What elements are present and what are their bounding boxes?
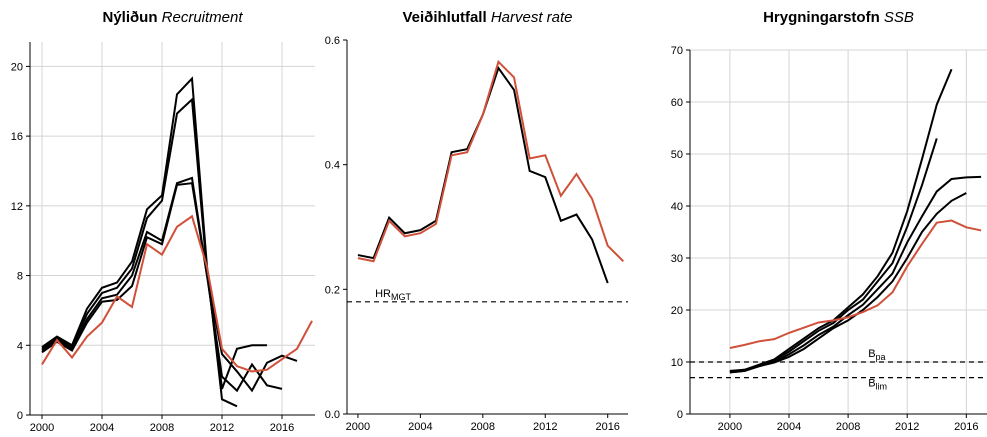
- series-line: [357, 65, 609, 284]
- title-sub: SSB: [884, 9, 914, 26]
- y-tick-label: 30: [671, 253, 683, 265]
- series-line: [41, 182, 298, 393]
- series-line: [729, 192, 967, 374]
- x-tick-label: 2016: [270, 422, 294, 434]
- chart-title: Veiðihlutfall Harvest rate: [402, 9, 572, 26]
- series-line: [729, 219, 982, 349]
- x-tick-label: 2000: [30, 422, 54, 434]
- y-tick-label: 0: [677, 409, 683, 421]
- y-tick-label: 8: [17, 271, 23, 283]
- series-line: [41, 214, 313, 373]
- title-sub: Recruitment: [162, 9, 244, 26]
- chart-title: Hrygningarstofn SSB: [763, 9, 914, 26]
- y-tick-label: 0.2: [325, 284, 340, 296]
- y-tick-label: 0.6: [325, 35, 340, 47]
- reference-label-main: HR: [375, 288, 391, 300]
- y-tick-label: 0.4: [325, 160, 340, 172]
- y-tick-label: 70: [671, 45, 683, 57]
- reference-label: Bpa: [868, 348, 885, 362]
- y-tick-label: 16: [11, 131, 23, 143]
- reference-label-main: B: [868, 348, 875, 360]
- title-sub: Harvest rate: [491, 9, 573, 26]
- series-line: [41, 97, 267, 390]
- series-line: [729, 68, 953, 373]
- x-tick-label: 2004: [408, 421, 432, 433]
- y-tick-label: 20: [671, 305, 683, 317]
- x-tick-label: 2012: [533, 421, 557, 433]
- series-line: [729, 138, 938, 372]
- y-tick-label: 12: [11, 201, 23, 213]
- reference-label-sub: MGT: [391, 292, 411, 302]
- x-tick-label: 2000: [718, 421, 742, 433]
- x-tick-label: 2016: [954, 421, 978, 433]
- x-tick-label: 2016: [595, 421, 619, 433]
- x-tick-label: 2012: [895, 421, 919, 433]
- reference-label: HRMGT: [375, 288, 411, 302]
- x-tick-label: 2000: [346, 421, 370, 433]
- series-line: [357, 59, 625, 263]
- title-main: Veiðihlutfall: [402, 9, 486, 26]
- y-tick-label: 4: [17, 340, 23, 352]
- title-main: Nýliðun: [102, 9, 157, 26]
- reference-label-sub: pa: [876, 352, 886, 362]
- y-tick-label: 10: [671, 357, 683, 369]
- y-tick-label: 40: [671, 201, 683, 213]
- y-tick-label: 0.0: [325, 409, 340, 421]
- x-tick-label: 2004: [777, 421, 801, 433]
- x-tick-label: 2008: [150, 422, 174, 434]
- y-tick-label: 60: [671, 97, 683, 109]
- chart-title: Nýliðun Recruitment: [102, 9, 243, 26]
- reference-label: Blim: [868, 378, 887, 392]
- title-main: Hrygningarstofn: [763, 9, 880, 26]
- x-tick-label: 2008: [836, 421, 860, 433]
- y-tick-label: 20: [11, 61, 23, 73]
- x-tick-label: 2008: [471, 421, 495, 433]
- reference-label-sub: lim: [876, 382, 888, 392]
- reference-label-main: B: [868, 378, 875, 390]
- x-tick-label: 2012: [210, 422, 234, 434]
- x-tick-label: 2004: [90, 422, 114, 434]
- y-tick-label: 50: [671, 149, 683, 161]
- y-tick-label: 0: [17, 410, 23, 422]
